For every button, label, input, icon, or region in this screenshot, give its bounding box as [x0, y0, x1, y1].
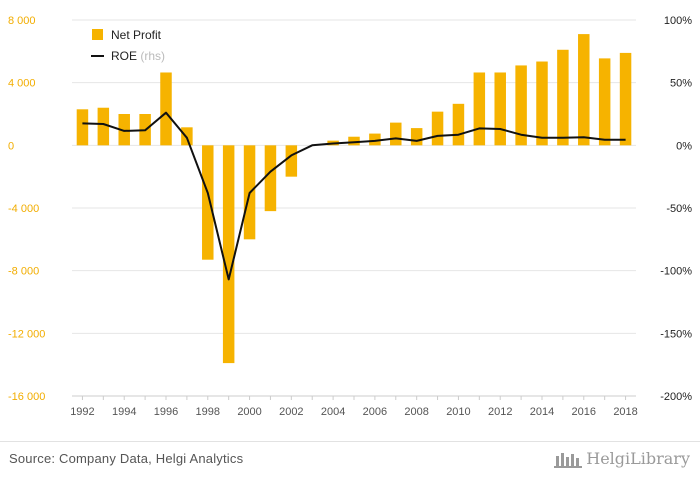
x-tick-label: 2010	[446, 406, 470, 418]
y-right-tick-label: 100%	[664, 15, 692, 27]
brand-logo[interactable]: HelgiLibrary	[554, 448, 690, 468]
legend-swatch-net-profit	[92, 29, 103, 40]
bar-net-profit	[598, 58, 611, 146]
bar-net-profit	[619, 52, 632, 146]
combo-chart: 8 000 4 000 0 -4 000 -8 000 -12 000 -16 000 100…	[8, 15, 692, 418]
legend-label-roe-suffix: (rhs)	[140, 49, 165, 63]
bar-net-profit	[557, 49, 569, 146]
x-tick-label: 2008	[404, 406, 428, 418]
bar-net-profit	[348, 136, 360, 146]
x-tick-label: 2002	[279, 406, 303, 418]
x-tick-label: 2016	[572, 406, 596, 418]
library-icon	[554, 453, 583, 468]
bar-net-profit	[494, 72, 506, 146]
line-roe	[82, 111, 626, 281]
y-right-tick-label: -200%	[660, 391, 692, 403]
y-right-tick-label: -100%	[660, 266, 692, 278]
bar-net-profit	[76, 109, 89, 146]
x-tick-label: 1998	[196, 406, 220, 418]
x-tick-label: 2012	[488, 406, 512, 418]
bar-net-profit	[97, 107, 110, 146]
bar-net-profit	[369, 133, 381, 146]
bar-net-profit	[515, 65, 527, 146]
x-tick-label: 1992	[70, 406, 94, 418]
bar-net-profit	[431, 111, 444, 146]
bar-net-profit	[473, 72, 486, 146]
x-tick-label: 1996	[154, 406, 178, 418]
y-right-tick-label: 50%	[670, 78, 692, 90]
y-left-tick-label: -12 000	[8, 328, 45, 340]
x-tick-label: 2006	[363, 406, 387, 418]
y-left-tick-label: -16 000	[8, 391, 45, 403]
y-left-tick-label: -8 000	[8, 266, 39, 278]
bar-net-profit	[410, 128, 423, 146]
bar-net-profit	[118, 114, 130, 146]
bar-net-profit	[536, 61, 548, 146]
bar-net-profit	[202, 145, 214, 260]
source-note: Source: Company Data, Helgi Analytics	[9, 451, 244, 466]
x-tick-label: 2018	[613, 406, 637, 418]
bar-net-profit	[222, 145, 235, 364]
legend-label-roe: ROE (rhs)	[111, 49, 165, 63]
y-right-tick-label: -50%	[666, 203, 692, 215]
legend-label-net-profit: Net Profit	[111, 28, 162, 42]
footer-divider	[0, 441, 700, 442]
y-right-tick-label: -150%	[660, 328, 692, 340]
y-left-tick-label: 8 000	[8, 15, 36, 27]
y-left-tick-label: 0	[8, 140, 14, 152]
x-tick-label: 2014	[530, 406, 554, 418]
y-left-tick-label: 4 000	[8, 78, 36, 90]
y-left-tick-label: -4 000	[8, 203, 39, 215]
y-right-tick-label: 0%	[676, 140, 692, 152]
bar-net-profit	[264, 145, 277, 212]
bar-net-profit	[578, 34, 590, 146]
x-tick-label: 2000	[237, 406, 261, 418]
bar-net-profit	[452, 103, 465, 146]
bar-net-profit	[285, 145, 298, 177]
bar-net-profit	[160, 72, 172, 146]
bar-net-profit	[390, 122, 402, 146]
x-tick-label: 1994	[112, 406, 136, 418]
x-tick-label: 2004	[321, 406, 345, 418]
brand-name: HelgiLibrary	[586, 448, 690, 468]
